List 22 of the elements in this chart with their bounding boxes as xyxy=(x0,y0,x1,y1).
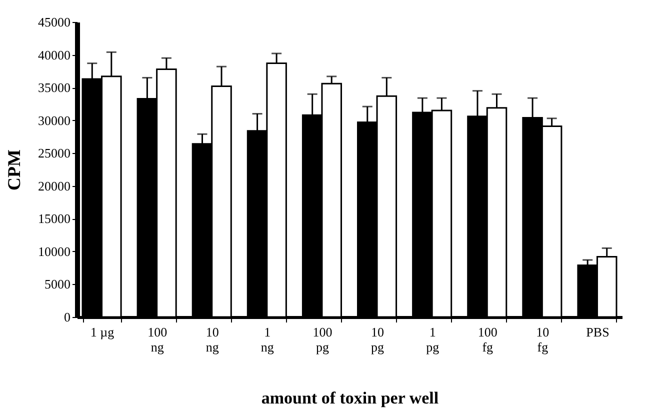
y-tick-label: 45000 xyxy=(38,14,70,30)
x-tick-label: 100 ng xyxy=(148,324,168,354)
y-tick-label: 15000 xyxy=(38,211,70,226)
x-tick-label: 1 µg xyxy=(90,324,115,340)
y-tick-label: 5000 xyxy=(44,276,70,292)
x-tick-label: 10 ng xyxy=(206,324,220,354)
x-tick-label: 10 fg xyxy=(536,324,550,354)
x-tick-label: 100 pg xyxy=(312,324,332,354)
x-tick-label: 1 pg xyxy=(426,324,440,354)
y-tick-label: 0 xyxy=(64,310,70,324)
x-tick-label: PBS xyxy=(586,324,610,340)
y-tick-label: 35000 xyxy=(38,80,70,96)
x-tick-label: 10 pg xyxy=(371,324,385,354)
x-axis-title: amount of toxin per well xyxy=(261,388,439,408)
y-tick-label: 40000 xyxy=(38,47,70,62)
y-axis-title: CPM xyxy=(4,150,24,190)
y-tick-label: 20000 xyxy=(38,178,70,194)
y-tick-label: 25000 xyxy=(38,146,70,161)
x-tick-label: 1 ng xyxy=(260,324,274,354)
y-tick-label: 10000 xyxy=(38,244,70,259)
y-tick-label: 30000 xyxy=(38,112,70,128)
x-tick-label: 100 fg xyxy=(478,324,498,354)
